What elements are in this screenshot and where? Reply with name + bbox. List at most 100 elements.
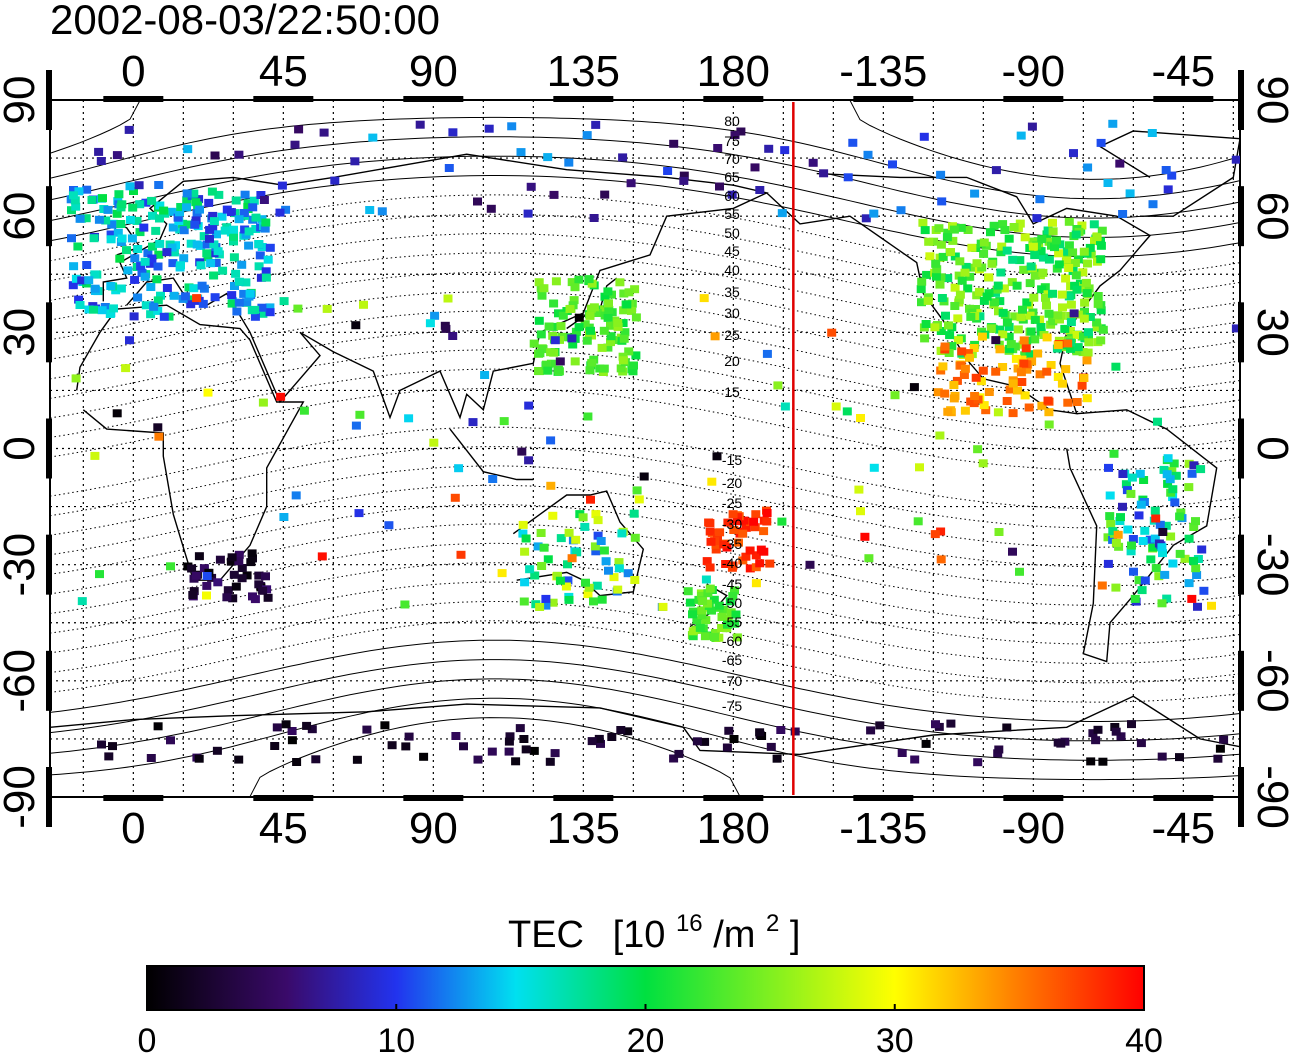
tec-cell — [254, 571, 264, 580]
top-longitude-ticks: 0 45 90 135 180 -135 -90 -45 — [121, 47, 1215, 96]
tec-cell — [191, 216, 201, 225]
tec-cell — [565, 305, 575, 313]
tec-cell — [234, 277, 244, 286]
colorbar-tick-label: 20 — [627, 1022, 665, 1057]
tec-cell — [231, 269, 241, 278]
tec-cell — [1073, 343, 1083, 352]
tec-cell — [712, 452, 722, 461]
tec-cell — [1068, 248, 1078, 257]
tec-cell — [629, 361, 638, 370]
tec-cell — [584, 275, 594, 284]
tec-cell — [362, 725, 372, 734]
tec-cell — [1175, 753, 1184, 762]
tec-cell — [521, 745, 531, 754]
tec-cell — [1169, 459, 1179, 468]
tec-cell — [848, 138, 858, 147]
tec-cell — [978, 366, 988, 375]
colorbar-title: TEC [10 16 /m 2 ] — [508, 898, 800, 956]
tec-cell — [920, 226, 930, 235]
tec-cell — [182, 203, 191, 212]
tec-cell — [1078, 348, 1088, 357]
tec-cell — [703, 589, 713, 598]
tec-cell — [1082, 394, 1092, 403]
tec-cell — [168, 259, 178, 268]
tec-cell — [745, 564, 755, 573]
tec-cell — [189, 284, 199, 293]
tec-cell — [234, 150, 244, 159]
tec-cell — [1011, 354, 1021, 363]
bottom-tick-bar — [1003, 795, 1064, 801]
tec-cell — [1193, 555, 1203, 563]
tec-cell — [925, 252, 935, 261]
tec-cell — [209, 240, 219, 249]
tec-cell — [156, 291, 165, 300]
tec-cell — [1175, 549, 1185, 558]
contour-label-north: 25 — [724, 327, 740, 343]
tec-cell — [679, 176, 689, 185]
tec-cell — [751, 510, 761, 519]
top-tick-bar — [703, 96, 764, 102]
tec-cell — [1168, 493, 1178, 501]
tec-cell — [1019, 359, 1029, 368]
tec-cell — [963, 226, 973, 234]
tec-cell — [162, 284, 172, 292]
tec-cell — [534, 278, 544, 287]
tec-cell — [1118, 210, 1128, 218]
tec-cell — [589, 597, 598, 606]
tec-cell — [1104, 463, 1113, 472]
tec-cell — [627, 306, 636, 315]
tec-cell — [1098, 757, 1108, 766]
tec-cell — [592, 309, 602, 317]
tec-cell — [473, 197, 482, 206]
tec-cell — [1163, 185, 1173, 194]
tec-cell — [400, 600, 410, 609]
tec-cell — [1077, 221, 1087, 230]
tec-cell — [955, 290, 965, 299]
tec-cell — [597, 305, 607, 314]
tec-cell — [1111, 727, 1121, 736]
tec-cell — [1111, 583, 1121, 592]
tec-cell — [129, 312, 139, 321]
tec-cell — [188, 591, 198, 599]
right-tick-bar — [1238, 70, 1244, 130]
tec-cell — [954, 296, 964, 305]
tec-cell — [950, 252, 960, 261]
tec-cell — [715, 528, 725, 537]
tec-cell — [538, 345, 548, 354]
tec-cell — [619, 334, 629, 343]
colorbar-unit-exp2: 2 — [766, 910, 779, 937]
tec-cell — [961, 262, 971, 271]
tec-cell — [571, 535, 581, 544]
contour-line — [50, 100, 1240, 180]
tec-cell — [1019, 336, 1029, 345]
tec-cell — [724, 726, 734, 735]
left-lat-label: 30 — [0, 308, 44, 357]
tec-cell — [1093, 292, 1103, 300]
bottom-tick-bar — [853, 795, 914, 801]
tec-cell — [986, 324, 996, 333]
tec-cell — [486, 204, 496, 213]
tec-cell — [991, 336, 1001, 345]
tec-cell — [777, 209, 787, 218]
colorbar-unit-close: ] — [790, 914, 801, 956]
tec-cell — [521, 534, 531, 543]
tec-cell — [921, 320, 931, 328]
tec-cell — [917, 298, 926, 307]
contour-line — [50, 601, 1240, 684]
bottom-tick-bar — [103, 795, 164, 801]
left-lat-label: -90 — [0, 765, 44, 829]
tec-cell — [1066, 300, 1076, 309]
tec-cell — [1006, 340, 1016, 349]
tec-cell — [973, 445, 983, 454]
top-lon-label: 90 — [409, 47, 458, 96]
tec-cell — [261, 273, 271, 282]
tec-cell — [199, 232, 209, 241]
tec-cell — [896, 206, 906, 215]
tec-cell — [1046, 361, 1056, 369]
tec-cell — [719, 540, 729, 549]
tec-cell — [1064, 241, 1074, 250]
tec-cell — [217, 212, 227, 221]
tec-cell — [1064, 264, 1074, 272]
tec-cell — [1041, 293, 1050, 302]
tec-cell — [1080, 298, 1090, 307]
